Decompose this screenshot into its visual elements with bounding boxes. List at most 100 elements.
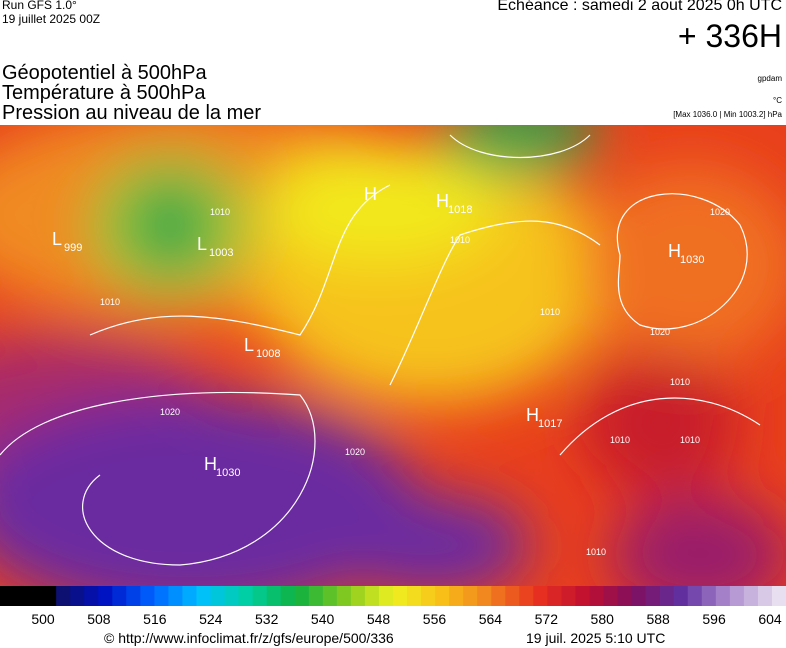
colorbar-swatch bbox=[715, 586, 731, 606]
colorbar-swatch bbox=[771, 586, 786, 606]
colorbar-swatch bbox=[112, 586, 127, 606]
colorbar-swatch bbox=[407, 586, 422, 606]
colorbar-label: 500 bbox=[31, 611, 55, 627]
colorbar-swatch bbox=[266, 586, 282, 606]
colorbar-swatch bbox=[28, 586, 43, 606]
center-value: 1008 bbox=[256, 348, 280, 360]
colorbar-swatch bbox=[533, 586, 548, 606]
colorbar-swatch bbox=[673, 586, 689, 606]
colorbar-swatch bbox=[603, 586, 619, 606]
center-value: 1030 bbox=[216, 467, 240, 479]
colorbar-swatch bbox=[687, 586, 703, 606]
colorbar-swatch bbox=[182, 586, 197, 606]
colorbar-swatch bbox=[645, 586, 661, 606]
colorbar-swatch bbox=[0, 586, 15, 606]
contour-label: 1020 bbox=[710, 207, 730, 217]
colorbar-label: 540 bbox=[311, 611, 335, 627]
unit: [Max 1036.0 | Min 1003.2] hPa bbox=[673, 110, 782, 119]
colorbar-swatch bbox=[210, 586, 226, 606]
center-letter: L bbox=[197, 234, 207, 254]
colorbar-swatch bbox=[435, 586, 450, 606]
colorbar-label: 532 bbox=[255, 611, 279, 627]
colorbar-swatch bbox=[449, 586, 464, 606]
center-value: 1030 bbox=[680, 254, 704, 266]
colorbar-label: 588 bbox=[646, 611, 670, 627]
colorbar-swatch bbox=[659, 586, 675, 606]
center-letter: H bbox=[204, 454, 217, 474]
lead-time: + 336H bbox=[677, 18, 782, 54]
colorbar-swatch bbox=[575, 586, 590, 606]
colorbar-swatch bbox=[547, 586, 562, 606]
colorbar-swatch bbox=[84, 586, 99, 606]
center-value: 1003 bbox=[209, 247, 233, 259]
colorbar-label: 572 bbox=[535, 611, 559, 627]
colorbar-swatch bbox=[322, 586, 338, 606]
colorbar-label: 548 bbox=[367, 611, 391, 627]
center-value: 1017 bbox=[538, 418, 562, 430]
colorbar-swatch bbox=[631, 586, 647, 606]
colorbar-swatch bbox=[743, 586, 759, 606]
colorbar-label: 516 bbox=[143, 611, 167, 627]
colorbar-swatch bbox=[350, 586, 366, 606]
colorbar-swatch bbox=[378, 586, 394, 606]
colorbar-swatch bbox=[729, 586, 745, 606]
contour-label: 1010 bbox=[210, 207, 230, 217]
echeance: Echéance : samedi 2 aout 2025 0h UTC bbox=[497, 0, 782, 14]
colorbar-swatch bbox=[561, 586, 576, 606]
center-letter: H bbox=[436, 191, 449, 211]
colorbar-swatch bbox=[393, 586, 408, 606]
issue-time: 19 juil. 2025 5:10 UTC bbox=[526, 630, 666, 646]
colorbar-label: 596 bbox=[702, 611, 726, 627]
colorbar-label: 604 bbox=[758, 611, 782, 627]
contour-label: 1010 bbox=[540, 307, 560, 317]
center-letter: H bbox=[364, 184, 377, 204]
source-url: © http://www.infoclimat.fr/z/gfs/europe/… bbox=[104, 630, 394, 646]
contour-label: 1020 bbox=[160, 407, 180, 417]
center-value: 999 bbox=[64, 242, 82, 254]
colorbar-swatch bbox=[336, 586, 352, 606]
contour-label: 1020 bbox=[650, 327, 670, 337]
center-letter: H bbox=[668, 241, 681, 261]
colorbar-swatch bbox=[224, 586, 240, 606]
center-letter: L bbox=[244, 335, 254, 355]
colorbar-swatch bbox=[308, 586, 324, 606]
unit: °C bbox=[773, 96, 782, 105]
colorbar: 500 508 516 524 532 540 548 556 564 572 580 588 596 6… bbox=[0, 586, 786, 627]
colorbar-swatch bbox=[70, 586, 85, 606]
colorbar-swatch bbox=[421, 586, 436, 606]
center-value: 1018 bbox=[448, 204, 472, 216]
colorbar-swatch bbox=[701, 586, 717, 606]
contour-label: 1010 bbox=[100, 297, 120, 307]
colorbar-swatch bbox=[463, 586, 478, 606]
colorbar-swatch bbox=[519, 586, 534, 606]
colorbar-label: 564 bbox=[479, 611, 503, 627]
center-letter: H bbox=[526, 405, 539, 425]
colorbar-swatch bbox=[238, 586, 254, 606]
contour-label: 1010 bbox=[680, 435, 700, 445]
colorbar-swatch bbox=[140, 586, 155, 606]
colorbar-label: 580 bbox=[591, 611, 615, 627]
colorbar-swatch bbox=[98, 586, 113, 606]
colorbar-swatch bbox=[154, 586, 169, 606]
colorbar-swatch bbox=[252, 586, 268, 606]
center-letter: L bbox=[52, 229, 62, 249]
contour-label: 1020 bbox=[345, 447, 365, 457]
contour-label: 1010 bbox=[586, 547, 606, 557]
colorbar-label: 524 bbox=[199, 611, 223, 627]
colorbar-swatch bbox=[364, 586, 380, 606]
run-date: 19 juillet 2025 00Z bbox=[2, 12, 101, 26]
colorbar-swatch bbox=[42, 586, 57, 606]
title: Pression au niveau de la mer bbox=[2, 102, 262, 124]
colorbar-swatch bbox=[14, 586, 29, 606]
contour-label: 1010 bbox=[450, 235, 470, 245]
colorbar-swatch bbox=[294, 586, 310, 606]
unit: gpdam bbox=[757, 74, 782, 83]
colorbar-swatch bbox=[168, 586, 183, 606]
colorbar-swatch bbox=[280, 586, 296, 606]
contour-label: 1010 bbox=[670, 377, 690, 387]
colorbar-swatch bbox=[126, 586, 141, 606]
contour-label: 1010 bbox=[610, 435, 630, 445]
colorbar-swatch bbox=[589, 586, 605, 606]
